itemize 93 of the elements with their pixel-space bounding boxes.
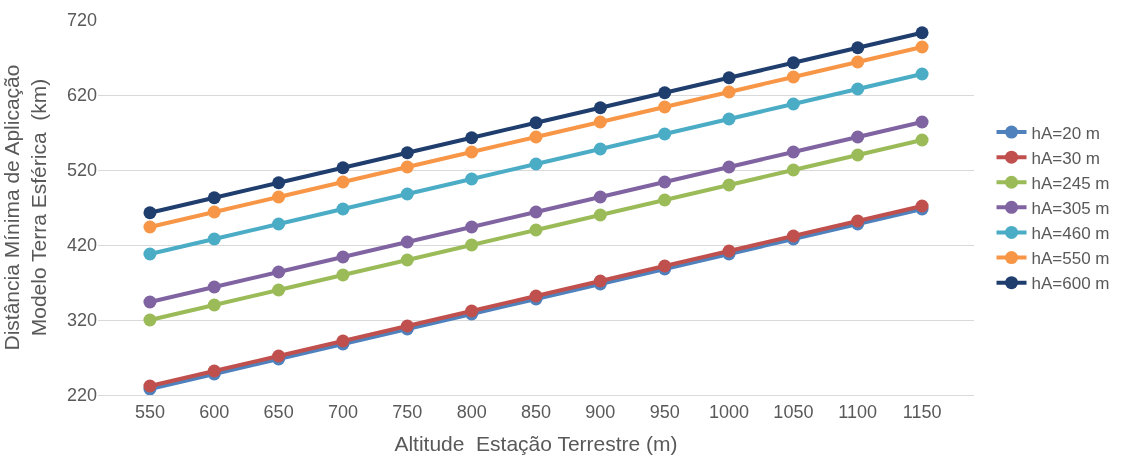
point: [786, 145, 800, 159]
x-tick-label: 700: [327, 401, 358, 422]
point: [336, 175, 350, 189]
legend-label: hA=245 m: [1031, 173, 1110, 193]
point: [529, 157, 543, 171]
y-tick-label: 620: [66, 85, 97, 106]
y-tick-label: 720: [66, 10, 97, 31]
point: [143, 295, 157, 309]
legend-label: hA=305 m: [1031, 198, 1110, 218]
x-tick-label: 800: [456, 401, 487, 422]
point: [851, 41, 865, 55]
legend-label: hA=550 m: [1031, 249, 1110, 269]
y-axis-title: Distância Mínima de Aplicação Modelo Terra Esférica (km): [0, 64, 51, 351]
point: [851, 55, 865, 69]
point: [851, 130, 865, 144]
point: [915, 133, 929, 147]
point: [465, 145, 479, 159]
x-tick-label: 850: [520, 401, 552, 422]
legend-label: hA=20 m: [1031, 123, 1101, 143]
point: [786, 70, 800, 84]
point: [143, 220, 157, 234]
point: [207, 205, 221, 219]
point: [400, 187, 414, 201]
legend-label: hA=30 m: [1031, 148, 1101, 168]
point: [272, 190, 286, 204]
point: [529, 130, 543, 144]
y-tick-label: 520: [66, 160, 97, 181]
point: [658, 175, 672, 189]
point: [658, 193, 672, 207]
x-tick-label: 750: [392, 401, 423, 422]
point: [207, 298, 221, 312]
point: [658, 127, 672, 141]
x-tick-label: 1000: [709, 401, 750, 422]
x-tick-label: 650: [263, 401, 294, 422]
point: [593, 142, 607, 156]
y-tick-label: 220: [66, 385, 97, 406]
point: [272, 283, 286, 297]
point: [400, 146, 414, 160]
point: [786, 56, 800, 70]
point: [143, 247, 157, 261]
point: [593, 208, 607, 222]
point: [272, 217, 286, 231]
point: [400, 160, 414, 174]
point: [915, 115, 929, 129]
point: [658, 100, 672, 114]
point: [207, 280, 221, 294]
point: [786, 163, 800, 177]
point: [722, 71, 736, 85]
point: [465, 220, 479, 234]
point: [529, 223, 543, 237]
point: [143, 313, 157, 327]
point: [272, 265, 286, 279]
y-tick-label: 420: [66, 235, 97, 256]
x-tick-label: 900: [585, 401, 616, 422]
point: [400, 253, 414, 267]
point: [593, 101, 607, 115]
point: [336, 250, 350, 264]
point: [915, 40, 929, 54]
point: [722, 160, 736, 174]
point: [658, 86, 672, 100]
x-tick-label: 1050: [773, 401, 814, 422]
point: [336, 202, 350, 216]
point: [722, 178, 736, 192]
x-tick-label: 950: [649, 401, 680, 422]
point: [465, 172, 479, 186]
legend-label: hA=600 m: [1031, 274, 1110, 294]
point: [207, 232, 221, 246]
point: [722, 85, 736, 99]
point: [722, 112, 736, 126]
point: [915, 67, 929, 81]
x-tick-label: 600: [199, 401, 230, 422]
point: [915, 26, 929, 40]
point: [207, 191, 221, 205]
y-tick-label: 320: [66, 310, 97, 331]
point: [529, 116, 543, 130]
point: [851, 82, 865, 96]
x-axis-title: Altitude Estação Terrestre (m): [394, 431, 678, 455]
point: [593, 190, 607, 204]
point: [465, 131, 479, 145]
point: [143, 206, 157, 220]
point: [465, 238, 479, 252]
point: [786, 97, 800, 111]
point: [529, 205, 543, 219]
point: [272, 176, 286, 190]
x-tick-label: 1150: [902, 401, 942, 422]
point: [400, 235, 414, 249]
point: [336, 161, 350, 175]
point: [593, 115, 607, 129]
point: [851, 148, 865, 162]
point: [336, 268, 350, 282]
x-tick-label: 550: [134, 401, 165, 422]
x-tick-label: 1100: [838, 401, 878, 422]
legend-label: hA=460 m: [1031, 224, 1110, 244]
